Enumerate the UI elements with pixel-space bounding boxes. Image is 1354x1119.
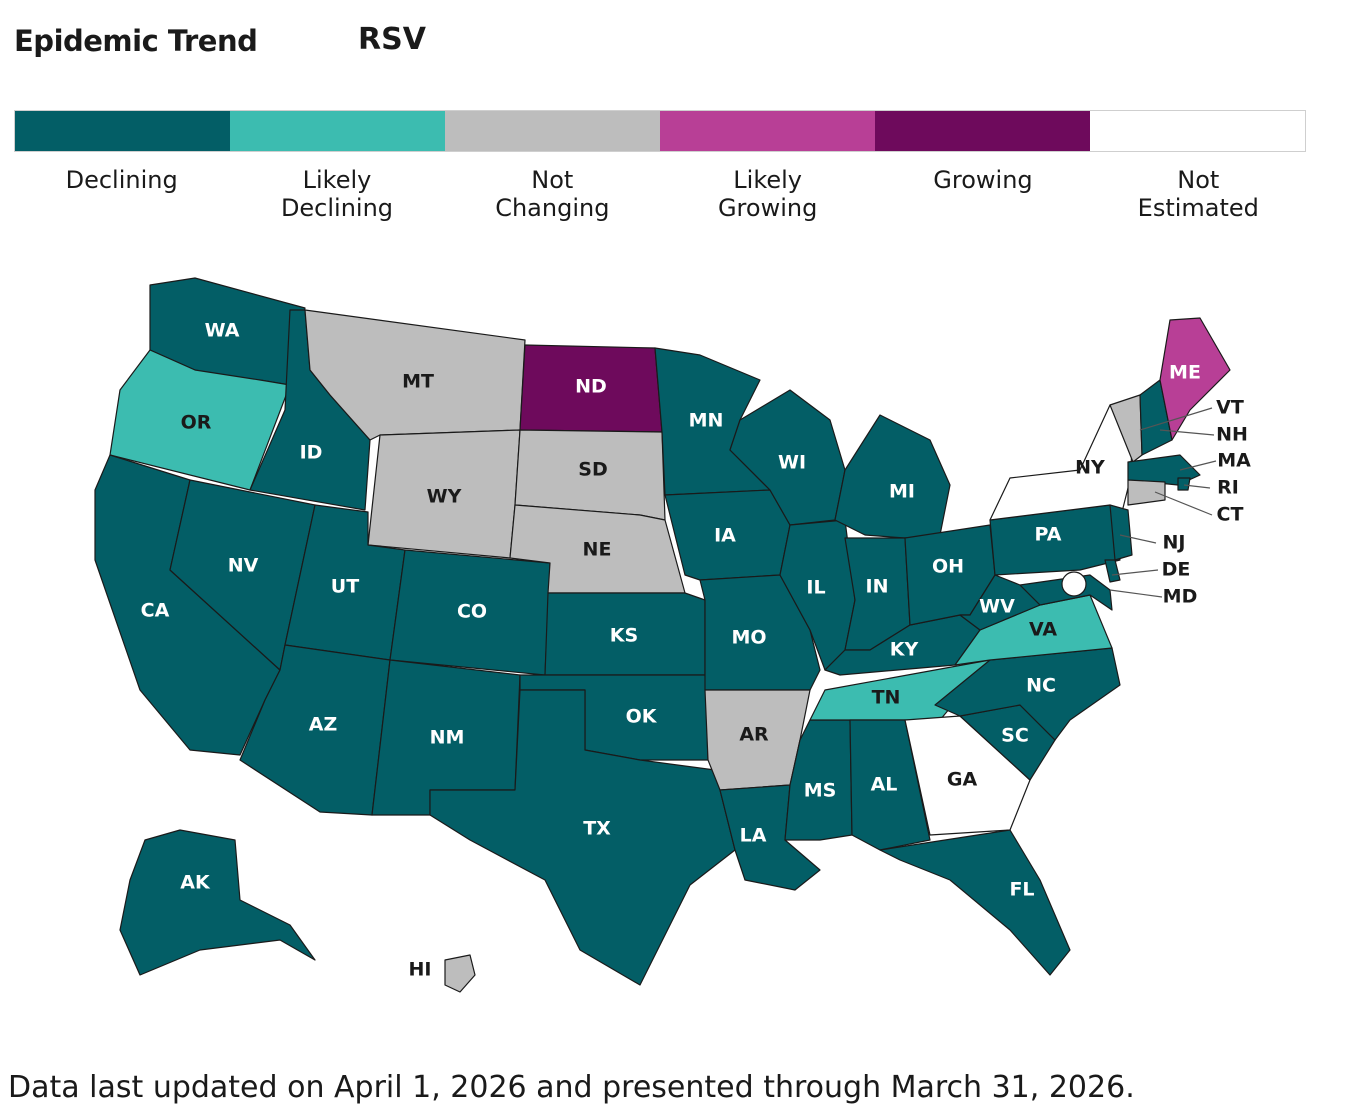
state-al[interactable]	[849, 719, 931, 851]
legend-label-likely-declining: Likely Declining	[280, 166, 394, 222]
leader-line-de	[1111, 569, 1159, 576]
state-label-or: OR	[181, 412, 212, 434]
state-label-de: DE	[1162, 559, 1191, 581]
state-ga[interactable]	[904, 715, 1031, 836]
state-label-nc: NC	[1026, 675, 1056, 697]
state-label-ky: KY	[890, 639, 919, 661]
state-label-id: ID	[300, 442, 323, 464]
state-label-mn: MN	[689, 410, 724, 432]
pathogen-name: RSV	[358, 22, 426, 57]
state-label-hi: HI	[409, 959, 432, 981]
state-label-vt: VT	[1216, 397, 1244, 419]
state-label-ks: KS	[610, 625, 638, 647]
leader-lines	[1109, 407, 1217, 598]
state-label-nj: NJ	[1163, 532, 1186, 554]
legend-swatch-likely-declining	[230, 111, 445, 151]
state-dc[interactable]	[1061, 571, 1087, 597]
state-label-mt: MT	[402, 371, 434, 393]
page-title: Epidemic Trend	[14, 24, 258, 58]
state-label-wa: WA	[205, 320, 240, 342]
state-label-oh: OH	[932, 556, 964, 578]
state-label-ct: CT	[1217, 504, 1244, 526]
leader-line-ma	[1179, 460, 1217, 471]
state-label-va: VA	[1029, 619, 1057, 641]
state-label-wy: WY	[427, 486, 462, 508]
state-label-me: ME	[1169, 362, 1201, 384]
state-label-ny: NY	[1075, 457, 1105, 479]
state-tx[interactable]	[429, 689, 736, 986]
legend-label-not-estimated: Not Estimated	[1137, 166, 1259, 222]
state-label-ri: RI	[1217, 477, 1239, 499]
state-hi[interactable]	[444, 954, 476, 993]
state-label-nm: NM	[430, 727, 465, 749]
leader-line-vt	[1139, 407, 1213, 431]
legend-swatch-declining	[15, 111, 230, 151]
legend-labels: Declining Likely Declining Not Changing …	[14, 166, 1306, 222]
state-labels: WA OR CA ID NV MT WY UT AZ CO NM ND SD NE KS OK TX MN IA MO…	[141, 320, 1251, 981]
state-label-pa: PA	[1035, 524, 1062, 546]
state-label-il: IL	[806, 577, 825, 599]
state-label-wi: WI	[778, 452, 806, 474]
state-label-nh: NH	[1216, 424, 1248, 446]
state-ri[interactable]	[1177, 477, 1191, 491]
state-mi[interactable]	[834, 414, 951, 539]
state-label-ia: IA	[714, 525, 736, 547]
state-label-ut: UT	[331, 576, 359, 598]
state-me[interactable]	[1159, 317, 1231, 441]
state-label-ne: NE	[583, 539, 612, 561]
state-label-wv: WV	[979, 596, 1015, 618]
legend: Declining Likely Declining Not Changing …	[14, 110, 1306, 222]
state-label-mo: MO	[731, 627, 766, 649]
state-or[interactable]	[109, 349, 291, 491]
legend-bar	[14, 110, 1306, 152]
legend-label-likely-growing: Likely Growing	[717, 166, 818, 222]
state-label-ma: MA	[1217, 450, 1251, 472]
state-label-ga: GA	[947, 769, 978, 791]
legend-label-declining: Declining	[65, 166, 178, 194]
legend-label-growing: Growing	[933, 166, 1033, 194]
state-label-mi: MI	[889, 481, 915, 503]
us-state-map: WA OR CA ID NV MT WY UT AZ CO NM ND SD NE KS OK TX MN IA MO…	[94, 277, 1251, 993]
state-shapes	[94, 277, 1231, 993]
leader-line-nh	[1159, 429, 1215, 436]
state-label-sd: SD	[578, 459, 607, 481]
state-label-az: AZ	[309, 714, 337, 736]
state-label-fl: FL	[1009, 879, 1034, 901]
state-label-al: AL	[871, 774, 898, 796]
legend-swatch-likely-growing	[660, 111, 875, 151]
state-label-tx: TX	[583, 818, 611, 840]
state-label-md: MD	[1163, 586, 1198, 608]
state-label-in: IN	[866, 576, 889, 598]
state-label-ak: AK	[180, 872, 211, 894]
state-label-ok: OK	[626, 706, 658, 728]
legend-swatch-not-estimated	[1090, 111, 1305, 151]
leader-line-ri	[1183, 484, 1211, 489]
state-label-co: CO	[457, 601, 487, 623]
state-ak[interactable]	[119, 829, 316, 976]
leader-line-md	[1109, 589, 1163, 598]
legend-label-not-changing: Not Changing	[495, 166, 610, 222]
state-label-sc: SC	[1001, 725, 1029, 747]
state-label-ca: CA	[141, 600, 170, 622]
state-label-ar: AR	[739, 724, 769, 746]
state-de[interactable]	[1104, 559, 1121, 583]
state-ct[interactable]	[1127, 479, 1166, 506]
leader-line-nj	[1119, 534, 1157, 544]
state-nj[interactable]	[1109, 504, 1133, 561]
state-label-ms: MS	[804, 780, 837, 802]
data-updated-note: Data last updated on April 1, 2026 and p…	[8, 1070, 1135, 1105]
state-fl[interactable]	[879, 829, 1071, 976]
state-label-tn: TN	[872, 687, 901, 709]
legend-swatch-growing	[875, 111, 1090, 151]
state-label-la: LA	[740, 825, 767, 847]
legend-swatch-not-changing	[445, 111, 660, 151]
leader-line-ct	[1154, 491, 1213, 516]
state-label-nv: NV	[228, 555, 259, 577]
state-ny[interactable]	[989, 404, 1136, 521]
state-label-nd: ND	[575, 376, 607, 398]
